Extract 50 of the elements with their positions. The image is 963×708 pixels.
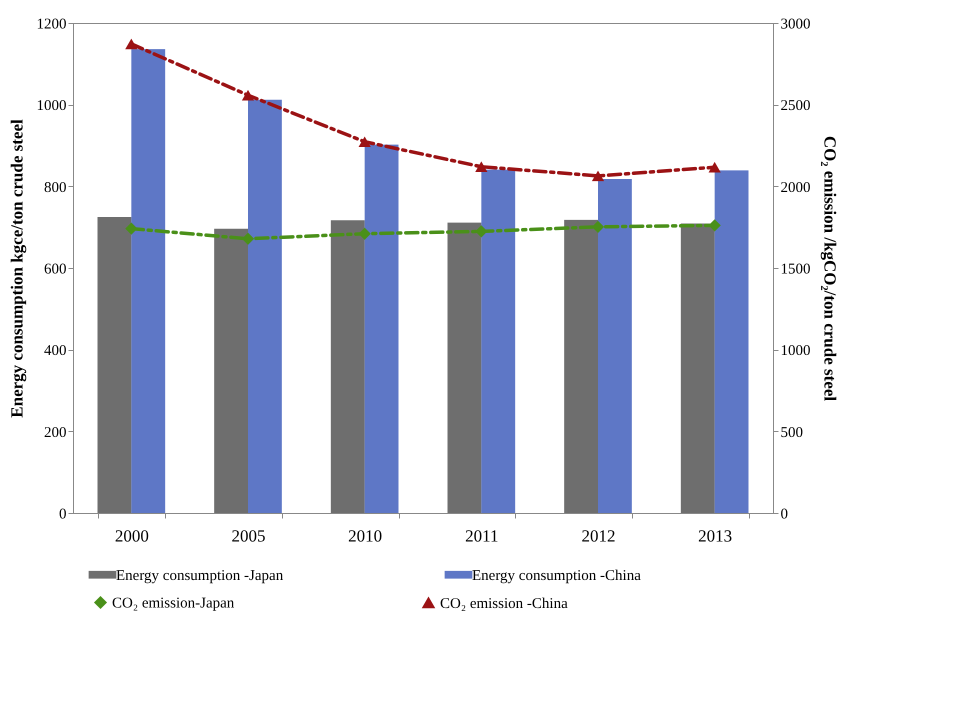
point	[242, 232, 254, 245]
y-tick-label: 600	[44, 262, 66, 278]
bar	[564, 220, 598, 513]
bar	[598, 178, 632, 513]
y2-tick-label: 1000	[780, 343, 810, 360]
legend-label: Energy consumption -Japan	[116, 568, 284, 584]
y2-tick-label: 3000	[780, 16, 810, 32]
x-tick-label: 2013	[698, 526, 732, 546]
point	[592, 220, 604, 233]
bar	[98, 216, 132, 513]
point	[125, 38, 138, 50]
point	[358, 228, 371, 240]
bar	[680, 223, 715, 513]
y-axis-title: Energy consumption kgce/ton crude steel	[8, 119, 26, 418]
legend-label: Energy consumption -China	[472, 568, 642, 584]
y-tick-label: 800	[44, 180, 66, 196]
point	[708, 219, 721, 232]
y-tick-label: 400	[44, 343, 66, 360]
point	[475, 225, 488, 238]
y2-tick-label: 500	[780, 424, 803, 441]
y2-tick-label: 2500	[780, 98, 810, 114]
bar	[214, 228, 248, 513]
point	[708, 162, 721, 173]
point	[125, 222, 138, 235]
y2-tick-label: 1500	[780, 262, 810, 278]
bar	[481, 170, 516, 513]
point	[592, 170, 604, 182]
legend-label: CO₂ emission-Japan	[112, 596, 235, 612]
y-tick-label: 200	[44, 424, 66, 441]
point	[475, 161, 488, 172]
bar	[714, 170, 748, 513]
x-tick-label: 2011	[465, 526, 499, 546]
x-tick-label: 2005	[232, 526, 266, 546]
legend-label: CO₂ emission -China	[440, 596, 568, 612]
bar	[364, 144, 398, 513]
y2-axis-title: CO₂ emission /kgCO₂/ton crude steel	[820, 136, 840, 402]
x-tick-label: 2012	[582, 526, 616, 546]
x-tick-label: 2000	[114, 526, 149, 546]
y2-tick-label: 0	[780, 506, 788, 522]
point	[242, 90, 254, 100]
bar	[248, 100, 282, 513]
y-tick-label: 0	[59, 506, 66, 522]
y-tick-label: 1200	[36, 16, 66, 32]
bar	[330, 220, 365, 513]
bar	[131, 49, 166, 513]
point	[358, 136, 371, 148]
y-tick-label: 1000	[36, 98, 66, 114]
y2-tick-label: 2000	[780, 180, 810, 196]
bar	[448, 222, 482, 513]
x-tick-label: 2010	[348, 526, 382, 546]
